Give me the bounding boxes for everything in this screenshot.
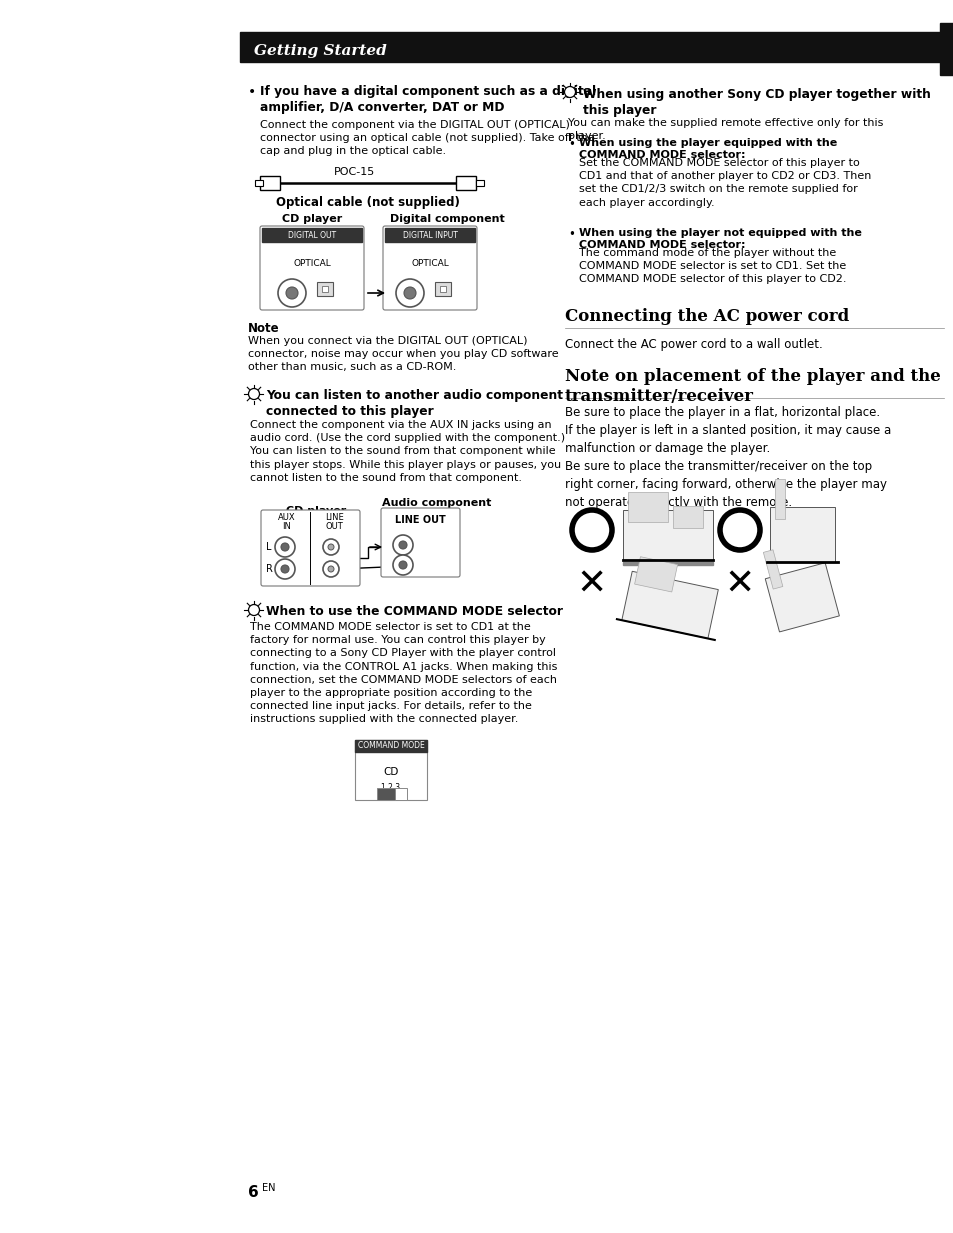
Text: •: • <box>567 228 575 240</box>
Text: You can make the supplied remote effective only for this
player.: You can make the supplied remote effecti… <box>567 118 882 142</box>
Bar <box>439 286 446 292</box>
FancyBboxPatch shape <box>382 226 476 309</box>
Text: DIGITAL OUT: DIGITAL OUT <box>288 231 335 239</box>
Bar <box>764 562 839 633</box>
Circle shape <box>328 544 334 550</box>
Text: DIGITAL INPUT: DIGITAL INPUT <box>402 231 456 239</box>
Bar <box>456 176 476 190</box>
Bar <box>322 286 328 292</box>
Circle shape <box>323 539 338 555</box>
Bar <box>316 282 333 296</box>
Text: When using another Sony CD player together with
this player: When using another Sony CD player togeth… <box>582 88 930 117</box>
Text: The command mode of the player without the
COMMAND MODE selector is set to CD1. : The command mode of the player without t… <box>578 248 845 285</box>
Text: When to use the COMMAND MODE selector: When to use the COMMAND MODE selector <box>266 605 562 618</box>
Bar <box>254 180 263 186</box>
Bar <box>376 788 395 800</box>
Bar <box>621 571 718 639</box>
Text: 1 2 3: 1 2 3 <box>381 783 400 792</box>
Text: •: • <box>567 138 575 150</box>
Circle shape <box>398 541 407 549</box>
Circle shape <box>572 510 612 550</box>
Text: Set the COMMAND MODE selector of this player to
CD1 and that of another player t: Set the COMMAND MODE selector of this pl… <box>578 158 870 207</box>
Text: COMMAND MODE: COMMAND MODE <box>357 741 424 751</box>
Bar <box>939 23 953 75</box>
Bar <box>622 510 712 560</box>
FancyBboxPatch shape <box>380 508 459 577</box>
Text: Note: Note <box>248 322 279 335</box>
Text: ✕: ✕ <box>724 568 755 602</box>
Bar <box>774 478 784 519</box>
Circle shape <box>281 565 289 573</box>
Bar <box>672 506 702 528</box>
Circle shape <box>564 86 575 97</box>
Text: When using the player equipped with the
COMMAND MODE selector:: When using the player equipped with the … <box>578 138 837 160</box>
Text: Connect the component via the DIGITAL OUT (OPTICAL)
connector using an optical c: Connect the component via the DIGITAL OU… <box>260 120 594 157</box>
Text: Getting Started: Getting Started <box>253 44 386 58</box>
Circle shape <box>274 538 294 557</box>
Text: OPTICAL: OPTICAL <box>411 259 449 268</box>
Text: AUX
IN: AUX IN <box>277 513 295 531</box>
Bar <box>240 32 953 62</box>
Text: EN: EN <box>262 1182 275 1194</box>
FancyBboxPatch shape <box>261 510 359 586</box>
Circle shape <box>398 561 407 568</box>
Text: LINE
OUT: LINE OUT <box>325 513 343 531</box>
Text: If you have a digital component such as a digital
amplifier, D/A converter, DAT : If you have a digital component such as … <box>260 85 596 113</box>
Circle shape <box>393 535 413 555</box>
Bar <box>395 788 407 800</box>
Bar <box>622 562 712 565</box>
Bar <box>262 228 361 242</box>
Text: Be sure to place the player in a flat, horizontal place.
If the player is left i: Be sure to place the player in a flat, h… <box>564 406 890 509</box>
Bar <box>355 740 427 800</box>
Text: You can listen to another audio component
connected to this player: You can listen to another audio componen… <box>266 388 562 418</box>
Circle shape <box>281 543 289 551</box>
Text: Audio component: Audio component <box>381 498 491 508</box>
Text: Optical cable (not supplied): Optical cable (not supplied) <box>275 196 459 210</box>
Circle shape <box>248 388 259 399</box>
Bar <box>260 176 280 190</box>
Circle shape <box>286 287 297 298</box>
Text: L: L <box>266 543 272 552</box>
Text: Connect the component via the AUX IN jacks using an
audio cord. (Use the cord su: Connect the component via the AUX IN jac… <box>250 420 564 483</box>
Text: Note on placement of the player and the
transmitter/receiver: Note on placement of the player and the … <box>564 367 940 404</box>
Text: CD: CD <box>383 767 398 777</box>
Circle shape <box>274 559 294 580</box>
Bar <box>476 180 483 186</box>
Circle shape <box>403 287 416 298</box>
Text: 6: 6 <box>248 1185 258 1200</box>
Bar <box>435 282 451 296</box>
Circle shape <box>328 566 334 572</box>
Bar <box>634 556 677 592</box>
Text: •: • <box>248 85 256 99</box>
Text: R: R <box>265 563 273 575</box>
Text: Connecting the AC power cord: Connecting the AC power cord <box>564 308 848 326</box>
Circle shape <box>248 604 259 615</box>
Bar <box>627 492 667 522</box>
Circle shape <box>277 279 306 307</box>
Text: LINE OUT: LINE OUT <box>395 515 445 525</box>
Text: CD player: CD player <box>286 506 346 515</box>
Circle shape <box>393 555 413 575</box>
Text: When using the player not equipped with the
COMMAND MODE selector:: When using the player not equipped with … <box>578 228 861 250</box>
Text: ✕: ✕ <box>577 568 606 602</box>
Text: CD player: CD player <box>282 215 342 224</box>
Text: The COMMAND MODE selector is set to CD1 at the
factory for normal use. You can c: The COMMAND MODE selector is set to CD1 … <box>250 621 557 725</box>
Circle shape <box>323 561 338 577</box>
Circle shape <box>395 279 423 307</box>
Text: OPTICAL: OPTICAL <box>293 259 331 268</box>
FancyBboxPatch shape <box>260 226 364 309</box>
Bar <box>762 550 782 589</box>
Text: Connect the AC power cord to a wall outlet.: Connect the AC power cord to a wall outl… <box>564 338 821 351</box>
Bar <box>769 507 834 562</box>
Circle shape <box>720 510 760 550</box>
Text: POC-15: POC-15 <box>334 166 375 178</box>
Text: When you connect via the DIGITAL OUT (OPTICAL)
connector, noise may occur when y: When you connect via the DIGITAL OUT (OP… <box>248 337 558 372</box>
Bar <box>385 228 475 242</box>
Text: Digital component: Digital component <box>390 215 504 224</box>
Bar <box>355 740 427 752</box>
